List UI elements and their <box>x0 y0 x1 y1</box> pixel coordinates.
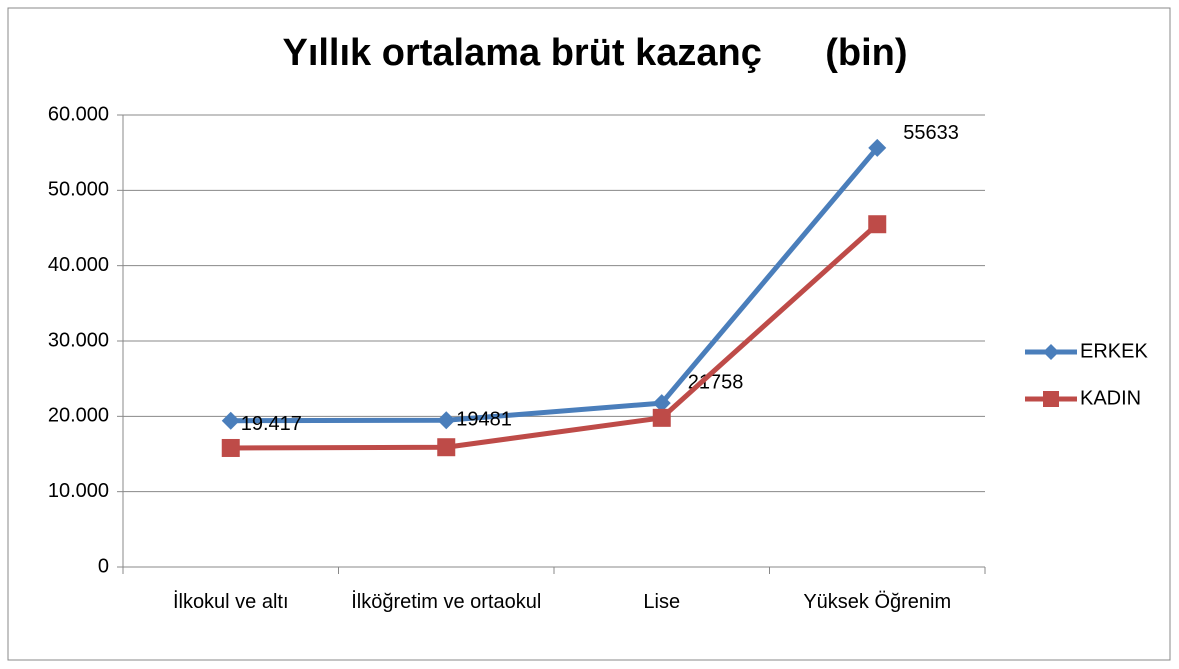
data-label: 19481 <box>456 409 512 431</box>
data-point <box>437 411 456 430</box>
data-point <box>652 408 671 427</box>
y-tick-label: 50.000 <box>48 179 109 201</box>
x-tick-label: İlkokul ve altı <box>172 591 289 613</box>
series-line <box>230 222 879 451</box>
data-point <box>221 411 240 430</box>
y-tick-label: 60.000 <box>48 103 109 125</box>
data-point <box>221 438 240 457</box>
chart-title: Yıllık ortalama brüt kazanç (bin) <box>282 32 907 74</box>
data-label: 19.417 <box>241 413 302 435</box>
x-tick-label: İlköğretim ve ortaokul <box>351 591 542 613</box>
x-tick-label: Lise <box>643 591 681 613</box>
y-tick-label: 30.000 <box>48 329 109 351</box>
y-tick-label: 0 <box>98 555 109 577</box>
data-label: 55633 <box>903 122 959 144</box>
data-point <box>868 215 887 234</box>
legend-marker <box>1043 344 1059 360</box>
data-point <box>652 394 671 413</box>
y-tick-label: 10.000 <box>48 480 109 502</box>
x-tick-label: Yüksek Öğrenim <box>803 591 952 613</box>
data-label: 21758 <box>688 371 744 393</box>
data-point <box>868 138 887 157</box>
series-line <box>230 146 880 424</box>
legend-label: KADIN <box>1080 387 1141 409</box>
legend-marker <box>1043 391 1059 407</box>
y-tick-label: 20.000 <box>48 405 109 427</box>
data-point <box>437 438 456 457</box>
chart-frame <box>7 7 1171 661</box>
y-tick-label: 40.000 <box>48 254 109 276</box>
legend-label: ERKEK <box>1080 340 1148 362</box>
